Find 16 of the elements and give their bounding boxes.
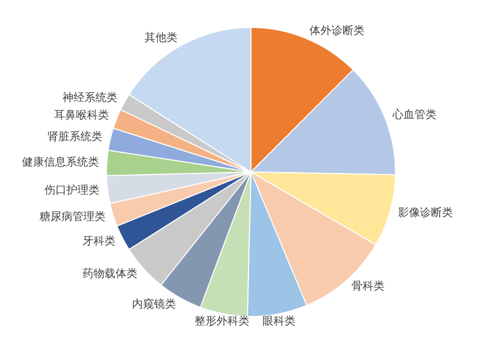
slice-label: 体外诊断类 bbox=[309, 24, 364, 37]
slice-label: 影像诊断类 bbox=[398, 206, 453, 220]
slice-label: 伤口护理类 bbox=[44, 183, 100, 196]
slice-label: 药物载体类 bbox=[82, 266, 138, 280]
slice-label: 内窥镜类 bbox=[132, 298, 176, 311]
slice-label: 其他类 bbox=[144, 31, 178, 44]
slice-label: 健康信息系统类 bbox=[22, 155, 99, 168]
slice-label: 神经系统类 bbox=[62, 90, 118, 104]
slice-label: 糖尿病管理类 bbox=[39, 210, 106, 224]
slice-label: 心血管类 bbox=[391, 108, 436, 121]
slice-label: 牙科类 bbox=[82, 234, 116, 248]
slice-label: 整形外科类 bbox=[194, 314, 250, 328]
slice-label: 肾脏系统类 bbox=[47, 130, 102, 144]
slice-label: 耳鼻喉科类 bbox=[54, 108, 110, 122]
slice-label: 眼科类 bbox=[262, 314, 296, 328]
slice-label: 骨科类 bbox=[351, 280, 384, 293]
